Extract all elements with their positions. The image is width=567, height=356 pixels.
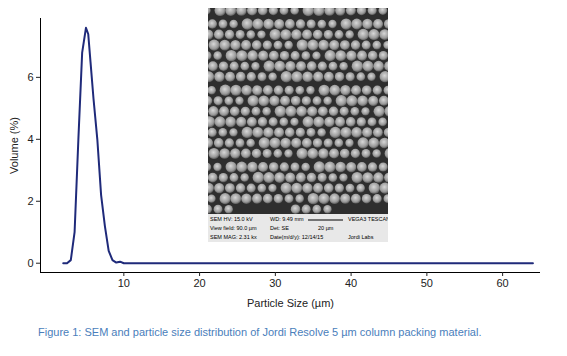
svg-text:30: 30 — [269, 277, 281, 289]
svg-text:50: 50 — [421, 277, 433, 289]
svg-text:10: 10 — [118, 277, 130, 289]
svg-text:View field: 90.0 µm: View field: 90.0 µm — [210, 225, 257, 231]
svg-text:Particle Size (µm): Particle Size (µm) — [247, 297, 334, 309]
svg-text:WD: 9.49 mm: WD: 9.49 mm — [270, 216, 304, 222]
svg-text:SEM MAG: 2.31 kx: SEM MAG: 2.31 kx — [210, 234, 257, 240]
svg-text:Volume (%): Volume (%) — [8, 117, 20, 174]
html-text:Figure 1: SEM and particle siz: Figure 1: SEM and particle size distribu… — [38, 326, 482, 338]
svg-text:Jordi Labs: Jordi Labs — [348, 234, 374, 240]
svg-text:20: 20 — [193, 277, 205, 289]
svg-text:6: 6 — [27, 71, 33, 83]
svg-text:VEGA3 TESCAN: VEGA3 TESCAN — [348, 216, 388, 222]
svg-text:Det: SE: Det: SE — [270, 225, 289, 231]
svg-text:SEM HV: 15.0 kV: SEM HV: 15.0 kV — [210, 216, 253, 222]
svg-text:20 µm: 20 µm — [318, 225, 334, 231]
svg-text:0: 0 — [27, 257, 33, 269]
svg-text:4: 4 — [27, 133, 33, 145]
svg-text:60: 60 — [496, 277, 508, 289]
svg-text:Date(m/d/y): 12/14/15: Date(m/d/y): 12/14/15 — [270, 234, 323, 240]
svg-text:40: 40 — [345, 277, 357, 289]
svg-text:2: 2 — [27, 195, 33, 207]
